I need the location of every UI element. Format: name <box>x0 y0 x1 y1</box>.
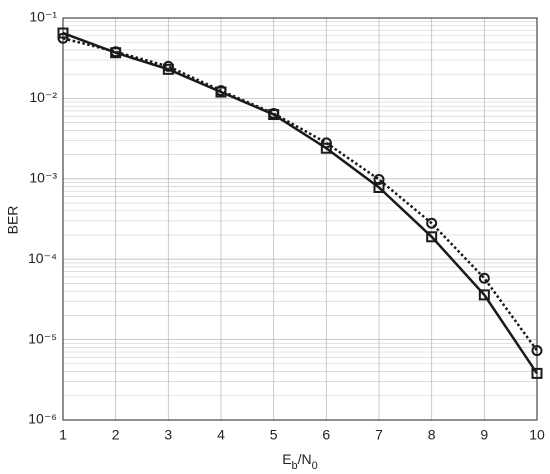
x-label-part: /N <box>298 451 312 467</box>
marker <box>110 46 122 58</box>
x-tick-label: 3 <box>164 427 172 443</box>
x-tick-label: 6 <box>322 427 330 443</box>
series-line <box>62 37 539 352</box>
series-line <box>62 31 539 375</box>
x-label-part: b <box>292 460 298 472</box>
x-tick-label: 1 <box>59 427 67 443</box>
marker <box>162 60 174 72</box>
y-axis-label: BER <box>5 206 21 235</box>
x-tick-label: 5 <box>270 427 278 443</box>
x-tick-label: 7 <box>375 427 383 443</box>
marker <box>531 367 543 379</box>
marker <box>320 137 332 149</box>
marker <box>373 174 385 186</box>
marker <box>531 345 543 357</box>
marker <box>268 107 280 119</box>
marker <box>57 27 69 39</box>
x-axis-label: Eb/N0 <box>282 451 318 472</box>
marker <box>373 181 385 193</box>
x-tick-label: 8 <box>428 427 436 443</box>
y-tick-label: 10⁻⁴ <box>28 250 57 266</box>
y-tick-label: 10⁻¹ <box>29 9 57 25</box>
marker <box>426 217 438 229</box>
plot-frame <box>62 17 538 421</box>
x-tick-label: 10 <box>529 427 545 443</box>
marker <box>57 32 69 44</box>
marker <box>478 272 490 284</box>
x-tick-label: 9 <box>480 427 488 443</box>
marker <box>426 231 438 243</box>
y-tick-label: 10⁻² <box>29 89 57 105</box>
y-tick-label: 10⁻⁵ <box>28 330 57 346</box>
marker <box>215 85 227 97</box>
x-label-part: 0 <box>312 460 318 472</box>
y-tick-label: 10⁻³ <box>29 170 57 186</box>
y-tick-label: 10⁻⁶ <box>28 411 57 427</box>
x-label-part: E <box>282 451 291 467</box>
x-tick-label: 2 <box>112 427 120 443</box>
x-tick-label: 4 <box>217 427 225 443</box>
marker <box>478 289 490 301</box>
